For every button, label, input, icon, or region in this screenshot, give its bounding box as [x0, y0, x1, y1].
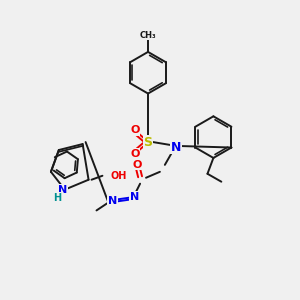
Text: S: S: [143, 136, 152, 148]
Text: O: O: [130, 125, 140, 135]
Text: OH: OH: [110, 171, 127, 181]
Text: H: H: [53, 193, 61, 202]
Text: N: N: [58, 184, 68, 195]
Text: O: O: [130, 149, 140, 159]
Text: O: O: [132, 160, 142, 170]
Text: N: N: [130, 192, 139, 202]
Text: CH₃: CH₃: [140, 31, 156, 40]
Text: N: N: [171, 140, 181, 154]
Text: N: N: [108, 196, 117, 206]
